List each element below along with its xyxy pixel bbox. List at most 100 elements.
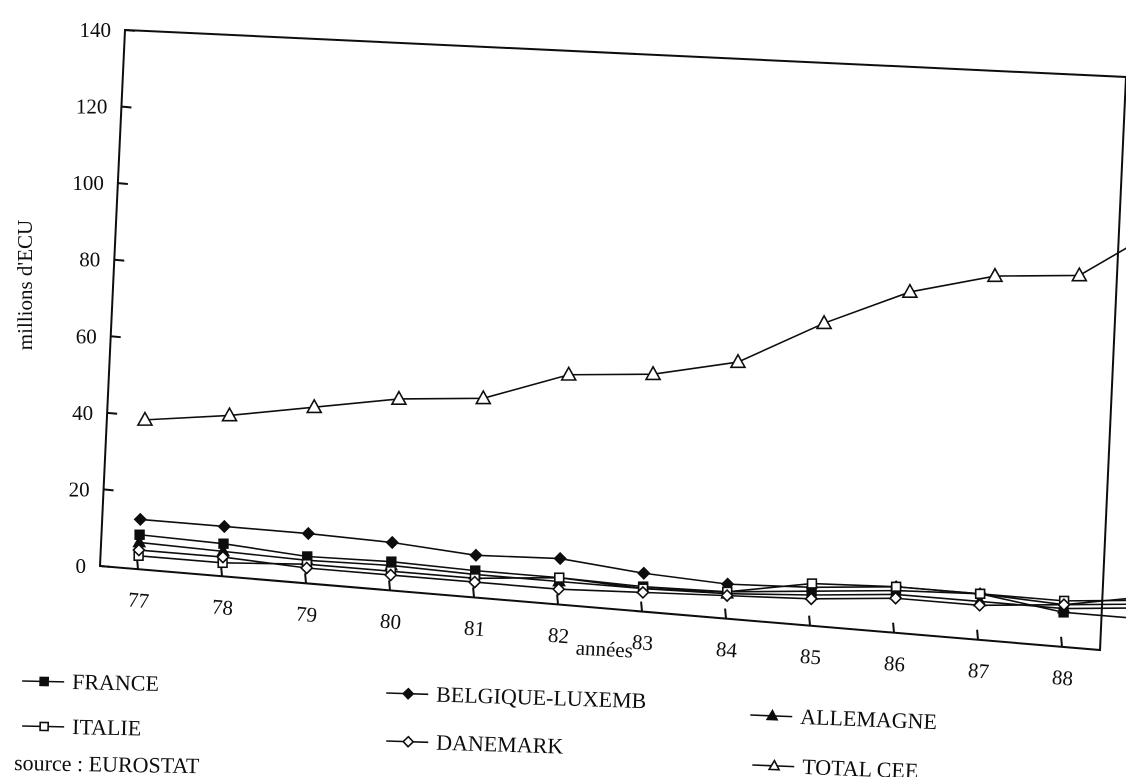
data-point xyxy=(815,314,833,330)
legend-label: BELGIQUE-LUXEMB xyxy=(436,682,647,714)
data-point xyxy=(636,585,650,600)
x-tick xyxy=(892,622,895,633)
x-tick-label: 83 xyxy=(631,630,654,656)
y-tick xyxy=(124,29,136,32)
data-point xyxy=(644,365,662,381)
legend-item: ITALIE xyxy=(22,714,142,740)
x-tick xyxy=(388,580,391,591)
data-point xyxy=(305,398,323,414)
data-point xyxy=(720,588,734,603)
y-axis-title: millions d'ECU xyxy=(13,220,37,350)
data-point xyxy=(552,582,566,596)
y-tick-label: 120 xyxy=(76,95,108,119)
x-tick xyxy=(976,629,979,640)
legend-label: FRANCE xyxy=(72,669,159,696)
legend-marker xyxy=(39,676,50,687)
data-point xyxy=(804,592,818,606)
series-danemark xyxy=(132,543,1126,612)
data-point xyxy=(217,519,231,534)
legend-label: ALLEMAGNE xyxy=(800,704,938,734)
data-point xyxy=(1057,598,1071,612)
x-tick xyxy=(640,601,643,612)
y-tick xyxy=(114,258,125,262)
x-tick-label: 82 xyxy=(547,623,570,649)
x-tick-label: 78 xyxy=(211,594,234,620)
y-tick xyxy=(121,105,132,109)
y-tick xyxy=(110,335,121,339)
source-note: source : EUROSTAT xyxy=(14,750,200,777)
y-tick-label: 60 xyxy=(76,324,97,348)
data-point xyxy=(216,550,230,564)
y-tick xyxy=(99,565,111,568)
legend-marker xyxy=(39,721,50,732)
legend-item: ALLEMAGNE xyxy=(750,704,938,734)
data-point xyxy=(553,551,567,566)
y-tick-label: 80 xyxy=(79,248,100,272)
x-tick-label: 87 xyxy=(967,658,990,684)
x-tick-label: 80 xyxy=(379,609,402,635)
plot-area-frame xyxy=(98,28,1126,652)
data-point xyxy=(132,543,146,557)
data-point xyxy=(986,267,1004,283)
x-tick-label: 77 xyxy=(127,587,150,613)
x-tick-label: 81 xyxy=(463,616,486,642)
x-tick xyxy=(472,587,475,598)
legend-item: BELGIQUE-LUXEMB xyxy=(386,682,647,714)
x-tick-label: 79 xyxy=(295,601,318,627)
x-axis-ticks: 77787980818283848586878889 xyxy=(127,559,1074,691)
legend-label: TOTAL CEE xyxy=(802,754,919,777)
data-point xyxy=(890,581,902,592)
x-tick xyxy=(808,615,811,626)
data-point xyxy=(888,591,903,605)
x-tick-label: 86 xyxy=(883,651,906,677)
data-point xyxy=(301,526,315,541)
y-tick-label: 140 xyxy=(80,18,112,42)
data-point xyxy=(385,535,399,550)
legend-label: DANEMARK xyxy=(436,730,564,759)
y-tick-label: 100 xyxy=(72,171,104,195)
data-point xyxy=(300,561,314,575)
data-point xyxy=(901,282,919,299)
legend-item: TOTAL CEE xyxy=(752,754,919,777)
data-point xyxy=(136,410,154,426)
series-total-cee xyxy=(136,247,1126,426)
legend: FRANCE BELGIQUE-LUXEMB ALLEMAGNE ITALIE DANE… xyxy=(22,669,938,777)
x-tick xyxy=(724,608,727,619)
x-tick-label: 85 xyxy=(799,644,822,670)
data-point xyxy=(468,575,482,589)
legend-item: DANEMARK xyxy=(386,730,564,759)
data-point xyxy=(974,588,986,600)
data-point xyxy=(474,389,492,405)
legend-item: FRANCE xyxy=(22,669,159,696)
y-tick-label: 40 xyxy=(72,401,93,425)
data-point xyxy=(221,406,238,422)
data-point xyxy=(133,512,147,527)
legend-marker xyxy=(767,758,781,771)
legend-marker xyxy=(765,708,779,721)
y-tick xyxy=(107,411,118,415)
y-axis-ticks: 0 20 40 60 80 100 120 140 xyxy=(69,18,136,578)
series-line xyxy=(144,247,1126,421)
data-point xyxy=(972,598,987,612)
legend-label: ITALIE xyxy=(72,714,142,740)
data-point xyxy=(469,548,483,562)
data-point xyxy=(390,389,408,405)
x-tick-label: 88 xyxy=(1051,665,1074,691)
legend-marker xyxy=(402,687,415,700)
data-point xyxy=(637,566,651,580)
x-tick xyxy=(556,594,559,605)
data-point xyxy=(1070,266,1088,282)
y-tick-label: 20 xyxy=(69,477,90,501)
x-tick-label: 84 xyxy=(715,637,738,663)
y-tick xyxy=(117,182,128,186)
x-tick xyxy=(1060,636,1063,647)
y-tick xyxy=(103,488,114,492)
legend-marker xyxy=(402,735,415,748)
y-tick-label: 0 xyxy=(76,554,87,578)
data-point xyxy=(384,568,398,582)
data-point xyxy=(560,365,578,381)
data-point xyxy=(729,353,747,369)
x-axis-title: années xyxy=(575,636,633,663)
data-point xyxy=(806,578,818,589)
